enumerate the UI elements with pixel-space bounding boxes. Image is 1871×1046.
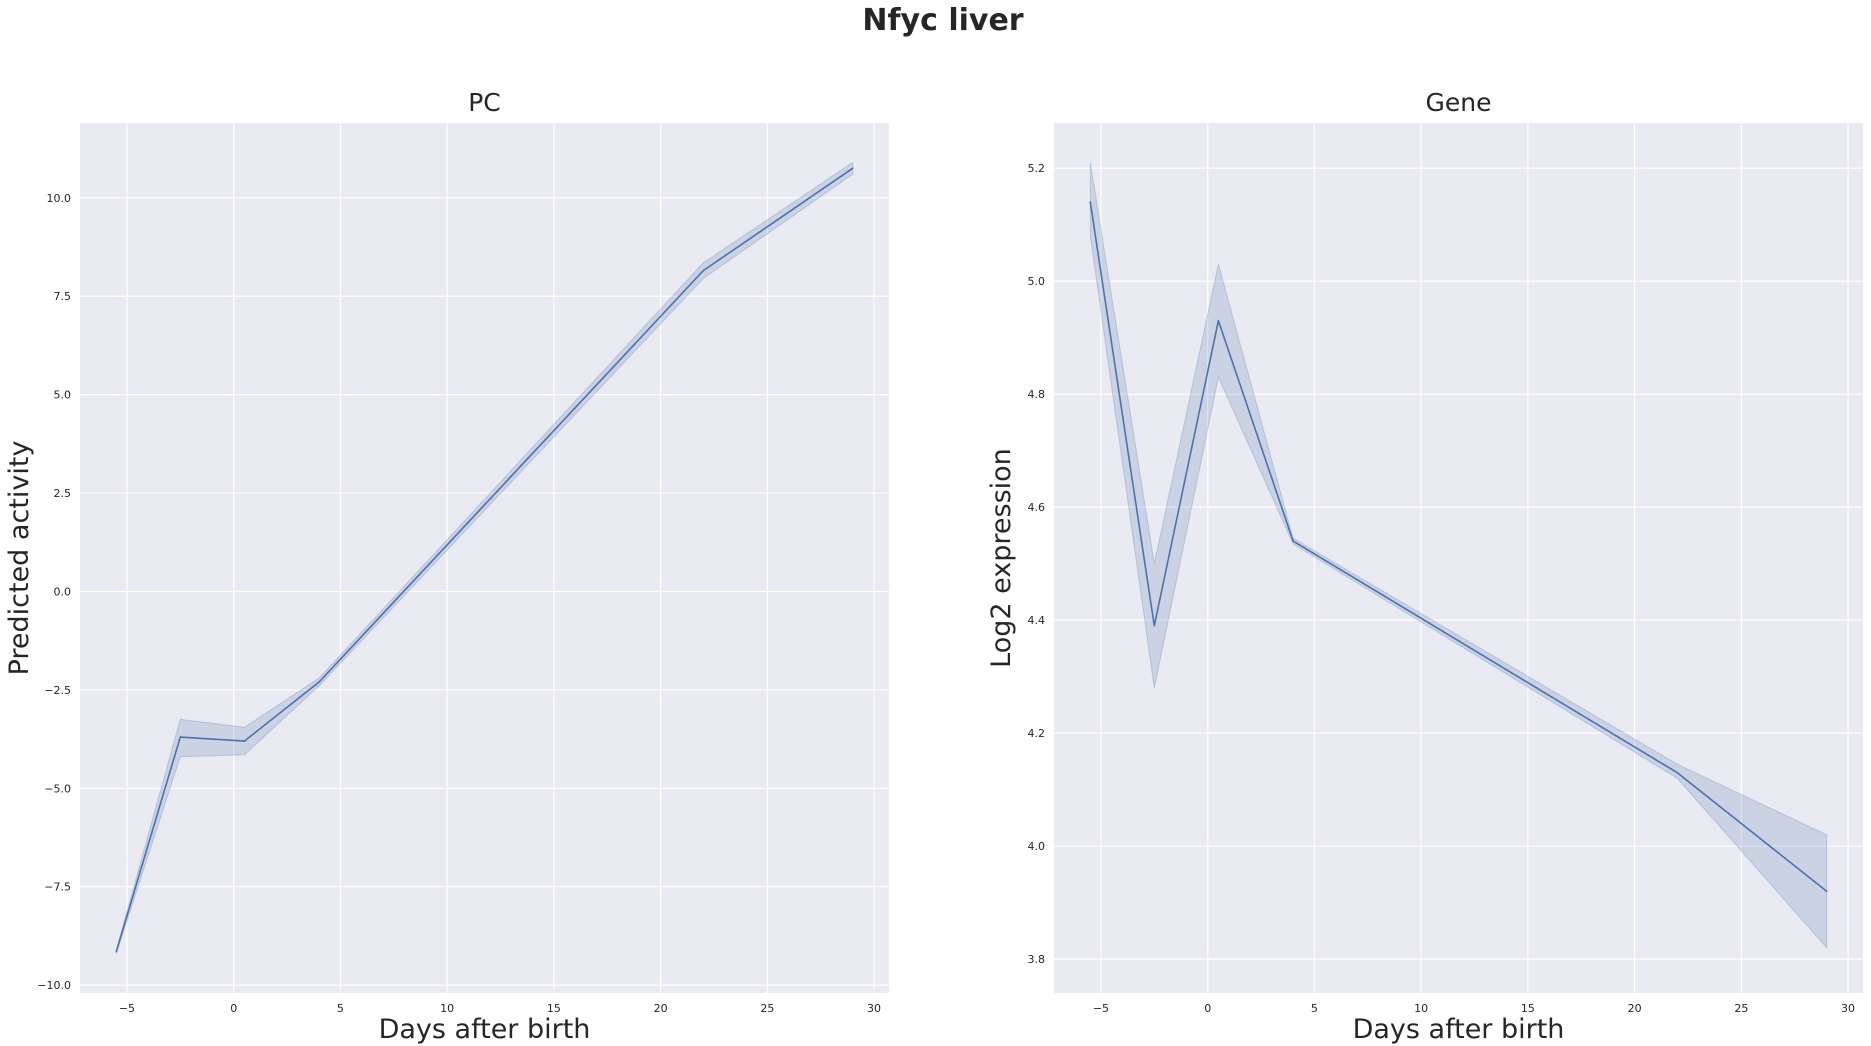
data-point bbox=[243, 740, 246, 742]
y-tick-label: 5.0 bbox=[1028, 275, 1046, 288]
x-axis-label: Days after birth bbox=[1353, 1014, 1565, 1045]
data-point bbox=[1676, 771, 1679, 774]
x-tick-label: −5 bbox=[119, 1002, 135, 1015]
x-tick-label: 20 bbox=[1628, 1002, 1642, 1015]
panel-title: Gene bbox=[1426, 88, 1492, 117]
y-tick-label: 0.0 bbox=[54, 585, 72, 598]
y-tick-label: 4.0 bbox=[1028, 840, 1046, 853]
x-tick-label: 0 bbox=[1204, 1002, 1211, 1015]
x-tick-label: −5 bbox=[1093, 1002, 1109, 1015]
y-tick-label: 4.2 bbox=[1028, 727, 1046, 740]
data-point bbox=[702, 269, 705, 272]
chart-panel-pc: −5 0 5 10 15 20 25 30 −10.0 −7.5 −5.0 −2.5 0.0 2.5 5.0… bbox=[4, 88, 889, 1045]
x-tick-label: 25 bbox=[760, 1002, 774, 1015]
y-tick-label: 10.0 bbox=[47, 192, 72, 205]
y-tick-label: 2.5 bbox=[54, 487, 72, 500]
x-tick-label: 0 bbox=[230, 1002, 237, 1015]
x-tick-label: 10 bbox=[440, 1002, 454, 1015]
chart-panels: −5 0 5 10 15 20 25 30 −10.0 −7.5 −5.0 −2.5 0.0 2.5 5.0… bbox=[4, 88, 1863, 1045]
x-tick-label: 15 bbox=[1521, 1002, 1535, 1015]
y-tick-label: 3.8 bbox=[1028, 953, 1046, 966]
x-axis-label: Days after birth bbox=[379, 1014, 591, 1045]
y-tick-label: 5.0 bbox=[54, 389, 72, 402]
series-line bbox=[1089, 201, 1828, 892]
y-tick-label: −10.0 bbox=[37, 979, 71, 992]
y-tick-label: 4.6 bbox=[1028, 501, 1046, 514]
y-axis-label: Predicted activity bbox=[4, 441, 35, 676]
x-tick-label: 20 bbox=[654, 1002, 668, 1015]
x-tick-label: 30 bbox=[1841, 1002, 1855, 1015]
y-tick-label: −7.5 bbox=[44, 881, 71, 894]
data-point bbox=[115, 950, 118, 953]
x-tick-label: 15 bbox=[547, 1002, 561, 1015]
data-point bbox=[1825, 890, 1828, 893]
data-point bbox=[179, 736, 182, 738]
x-tick-label: 25 bbox=[1734, 1002, 1748, 1015]
y-tick-label: 4.4 bbox=[1028, 614, 1046, 627]
y-axis-label: Log2 expression bbox=[986, 448, 1017, 668]
figure-suptitle: Nfyc liver bbox=[862, 3, 1023, 38]
x-tick-label: 5 bbox=[337, 1002, 344, 1015]
data-point bbox=[851, 167, 854, 170]
y-tick-label: 4.8 bbox=[1028, 388, 1046, 401]
series-line bbox=[115, 167, 854, 952]
chart-panel-gene: −5 0 5 10 15 20 25 30 3.8 4.0 4.2 4.4 4.6 4.8 5.0 5.2 Ge… bbox=[986, 88, 1863, 1045]
x-tick-label: 30 bbox=[867, 1002, 881, 1015]
plot-area bbox=[80, 123, 889, 993]
y-tick-label: 7.5 bbox=[54, 290, 72, 303]
data-point bbox=[1089, 201, 1092, 203]
y-tick-label: −2.5 bbox=[44, 684, 71, 697]
y-tick-label: 5.2 bbox=[1028, 162, 1046, 175]
data-point bbox=[1217, 319, 1220, 322]
data-point bbox=[1292, 540, 1294, 542]
y-tick-label: −5.0 bbox=[44, 782, 71, 795]
panel-title: PC bbox=[468, 88, 501, 117]
x-tick-label: 5 bbox=[1311, 1002, 1318, 1015]
series-ci-band bbox=[115, 161, 854, 954]
x-tick-label: 10 bbox=[1414, 1002, 1428, 1015]
plot-area bbox=[1054, 123, 1863, 993]
data-point bbox=[1153, 625, 1156, 627]
data-point bbox=[318, 681, 320, 683]
